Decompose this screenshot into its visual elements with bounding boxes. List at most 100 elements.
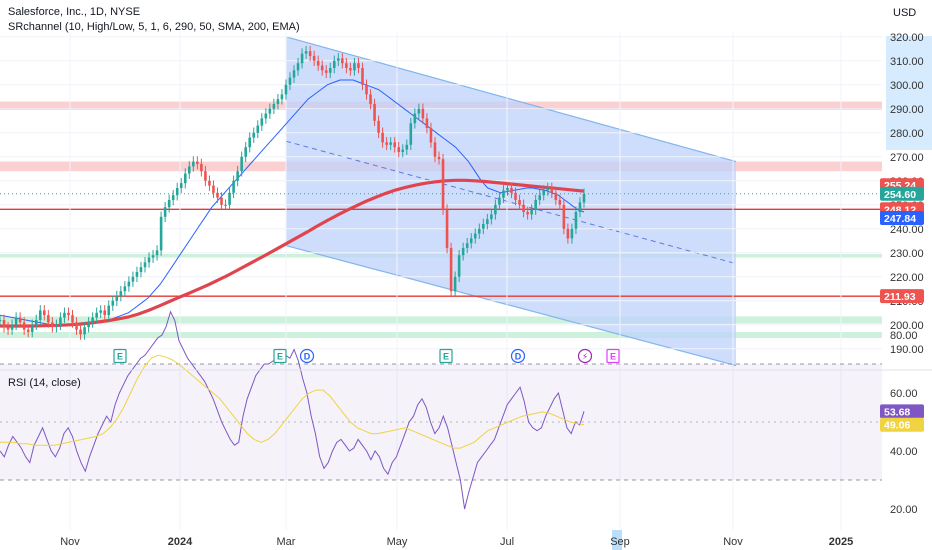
candle-body (175, 188, 179, 196)
candle-body (236, 171, 239, 181)
candle-body (373, 104, 376, 121)
candle-body (486, 219, 489, 224)
candle-body (574, 212, 578, 229)
time-tick-label: May (387, 536, 408, 548)
candle-body (51, 322, 54, 328)
candle-body (405, 144, 409, 150)
candle-body (304, 51, 308, 54)
candle-body (171, 195, 175, 200)
candle-body (244, 147, 247, 157)
candle-body (212, 185, 215, 193)
candle-body (349, 68, 352, 71)
candle-body (59, 317, 62, 325)
support-zone (0, 332, 882, 338)
rsi-tick-label: 20.00 (890, 504, 918, 516)
candle-body (208, 180, 211, 186)
candle-body (196, 161, 199, 164)
candle-body (216, 192, 219, 198)
dividend-event-label: D (515, 351, 522, 361)
channel-lower-line (285, 245, 737, 367)
candle-body (437, 156, 441, 160)
candle-body (526, 212, 529, 215)
time-tick-label: 2024 (168, 536, 193, 548)
time-axis-highlight (612, 530, 622, 550)
candle-body (292, 70, 296, 78)
candle-body (67, 312, 70, 316)
price-tick-label: 310.00 (890, 56, 924, 68)
currency-label: USD (893, 7, 916, 19)
candle-body (91, 317, 94, 323)
candle-body (2, 320, 6, 328)
candle-body (151, 255, 155, 258)
rsi-badge-label: 53.68 (884, 406, 910, 418)
candle-body (192, 161, 195, 167)
candle-body (43, 310, 46, 316)
earnings-past-event-marker (273, 348, 287, 364)
split-event-label: ⚡ (582, 351, 588, 361)
candle-body (284, 84, 288, 95)
candle-body (10, 324, 14, 330)
support-zone (0, 316, 882, 324)
candle-body (18, 317, 22, 323)
candle-body (510, 188, 513, 193)
candle-body (393, 142, 397, 148)
price-tick-label: 240.00 (890, 224, 924, 236)
earnings-past-event-label: E (117, 351, 123, 361)
candle-body (530, 209, 533, 215)
split-event-marker (577, 348, 593, 364)
candle-body (582, 193, 586, 203)
rsi-ma-line (0, 354, 585, 449)
candle-body (155, 250, 159, 256)
time-tick-label: Jul (500, 536, 514, 548)
earnings-past-event-label: E (277, 351, 283, 361)
candle-body (87, 322, 90, 328)
candle-body (312, 56, 316, 61)
candle-body (506, 188, 509, 191)
price-tick-label: 300.00 (890, 80, 924, 92)
candle-body (518, 200, 521, 205)
candle-body (179, 183, 183, 188)
candle-body (417, 108, 421, 114)
dividend-event-label: D (304, 351, 311, 361)
price-badge-label: 247.84 (884, 213, 916, 225)
candle-body (296, 63, 300, 71)
time-tick-label: Nov (723, 536, 743, 548)
price-tick-label: 290.00 (890, 104, 924, 116)
candle-body (119, 291, 123, 296)
candle-body (477, 228, 481, 234)
candle-body (490, 214, 493, 220)
candle-body (38, 310, 42, 320)
candle-body (578, 202, 582, 212)
candle-body (200, 164, 203, 172)
candle-body (341, 58, 344, 64)
candle-body (83, 327, 86, 335)
axis-layer: 320.00310.00300.00290.00280.00270.00260.… (60, 32, 932, 550)
candle-body (14, 317, 18, 325)
earnings-future-event-label: E (610, 351, 616, 361)
price-tick-label: 190.00 (890, 344, 924, 356)
channel-middle-line (285, 140, 737, 265)
candle-body (316, 60, 320, 66)
rsi-badge (880, 417, 924, 432)
ema200-line (0, 178, 585, 328)
candle-body (554, 192, 558, 200)
price-tick-label: 270.00 (890, 152, 924, 164)
candle-body (538, 195, 541, 200)
candle-body (357, 63, 360, 68)
candle-body (220, 197, 223, 205)
candle-body (135, 272, 139, 277)
candle-body (131, 276, 135, 282)
price-badge-label: 254.60 (884, 189, 916, 201)
candle-body (337, 58, 340, 61)
dividend-event-marker (299, 348, 315, 364)
candle-body (139, 267, 143, 272)
candle-body (377, 120, 380, 133)
candle-body (260, 118, 264, 126)
candle-body (256, 125, 260, 133)
candle-body (204, 171, 207, 181)
candle-body (353, 63, 356, 71)
candle-body (332, 60, 336, 68)
candle-body (461, 248, 465, 256)
channel-upper-line (285, 36, 737, 163)
